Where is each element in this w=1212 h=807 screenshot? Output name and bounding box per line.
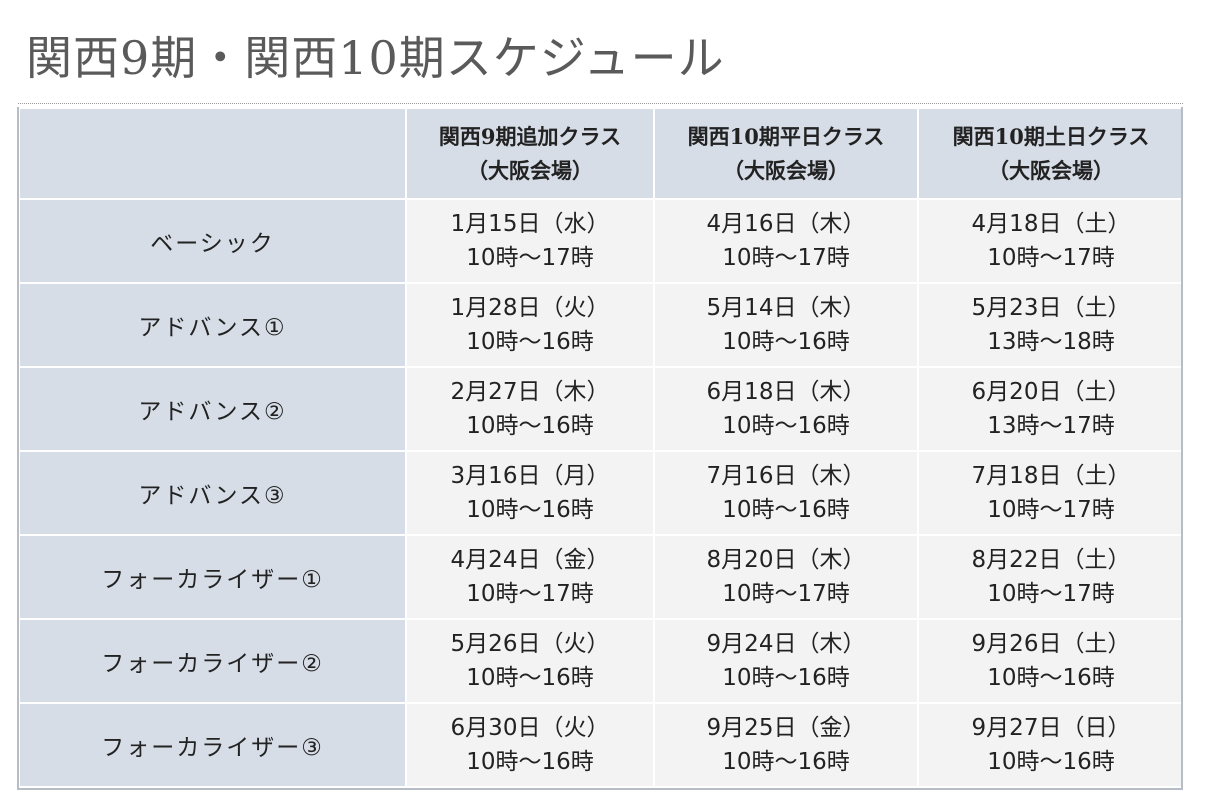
session-time: 10時～17時 — [722, 581, 850, 607]
session-time: 10時～16時 — [466, 329, 594, 355]
session-date: 8月20日（木） — [706, 547, 866, 573]
session-time: 10時～16時 — [466, 497, 594, 523]
session-date: 9月27日（日） — [971, 715, 1131, 741]
row-label: アドバンス③ — [18, 450, 407, 536]
session-date: 5月26日（火） — [450, 631, 610, 657]
session-date: 4月16日（木） — [706, 211, 866, 237]
row-label: アドバンス① — [18, 282, 407, 368]
session-date: 3月16日（月） — [450, 463, 610, 489]
schedule-cell: 8月22日（土） 10時～17時 — [917, 534, 1185, 620]
column-header-title: 関西10期土日クラス — [952, 123, 1150, 149]
schedule-table: 関西9期追加クラス （大阪会場） 関西10期平日クラス （大阪会場） 関西10期… — [18, 107, 1185, 788]
table-frame-left — [17, 107, 19, 790]
row-label: フォーカライザー① — [18, 534, 407, 620]
table-row: アドバンス② 2月27日（木） 10時～16時 6月18日（木） 10時～16時 6月20… — [18, 366, 1185, 452]
session-date: 4月18日（土） — [971, 211, 1131, 237]
schedule-cell: 6月20日（土） 13時～17時 — [917, 366, 1185, 452]
row-label: フォーカライザー③ — [18, 702, 407, 788]
schedule-cell: 6月18日（木） 10時～16時 — [653, 366, 919, 452]
session-time: 10時～17時 — [987, 245, 1115, 271]
session-date: 5月23日（土） — [971, 295, 1131, 321]
page-title: 関西9期・関西10期スケジュール — [26, 31, 725, 85]
session-time: 10時～16時 — [722, 413, 850, 439]
session-date: 6月20日（土） — [971, 379, 1131, 405]
column-header-venue: （大阪会場） — [723, 157, 849, 183]
schedule-cell: 6月30日（火） 10時～16時 — [405, 702, 655, 788]
table-row: ベーシック 1月15日（水） 10時～17時 4月16日（木） 10時～17時 4月18日… — [18, 198, 1185, 284]
schedule-cell: 4月18日（土） 10時～17時 — [917, 198, 1185, 284]
row-label: フォーカライザー② — [18, 618, 407, 704]
schedule-cell: 9月26日（土） 10時～16時 — [917, 618, 1185, 704]
header-row: 関西9期追加クラス （大阪会場） 関西10期平日クラス （大阪会場） 関西10期… — [18, 107, 1185, 200]
session-time: 10時～17時 — [466, 581, 594, 607]
table-row: フォーカライザー② 5月26日（火） 10時～16時 9月24日（木） 10時～16時 9… — [18, 618, 1185, 704]
schedule-cell: 7月18日（土） 10時～17時 — [917, 450, 1185, 536]
session-date: 7月18日（土） — [971, 463, 1131, 489]
title-divider — [18, 103, 1183, 104]
table-row: アドバンス① 1月28日（火） 10時～16時 5月14日（木） 10時～16時 5月23… — [18, 282, 1185, 368]
session-date: 5月14日（木） — [706, 295, 866, 321]
row-label: ベーシック — [18, 198, 407, 284]
session-time: 10時～16時 — [722, 497, 850, 523]
column-header-venue: （大阪会場） — [988, 157, 1114, 183]
schedule-cell: 7月16日（木） 10時～16時 — [653, 450, 919, 536]
schedule-cell: 5月23日（土） 13時～18時 — [917, 282, 1185, 368]
session-date: 6月18日（木） — [706, 379, 866, 405]
session-time: 13時～17時 — [987, 413, 1115, 439]
session-time: 10時～17時 — [987, 497, 1115, 523]
schedule-cell: 2月27日（木） 10時～16時 — [405, 366, 655, 452]
session-date: 9月26日（土） — [971, 631, 1131, 657]
session-time: 10時～16時 — [722, 329, 850, 355]
column-header-title: 関西10期平日クラス — [687, 123, 885, 149]
session-time: 10時～16時 — [722, 665, 850, 691]
schedule-cell: 4月16日（木） 10時～17時 — [653, 198, 919, 284]
session-time: 13時～18時 — [987, 329, 1115, 355]
table-frame-right — [1181, 107, 1183, 790]
session-date: 6月30日（火） — [450, 715, 610, 741]
column-header-kansai10-weekend: 関西10期土日クラス （大阪会場） — [917, 107, 1185, 200]
table-row: アドバンス③ 3月16日（月） 10時～16時 7月16日（木） 10時～16時 7月18… — [18, 450, 1185, 536]
session-time: 10時～16時 — [722, 749, 850, 775]
schedule-cell: 4月24日（金） 10時～17時 — [405, 534, 655, 620]
session-time: 10時～16時 — [466, 665, 594, 691]
column-header-kansai9-additional: 関西9期追加クラス （大阪会場） — [405, 107, 655, 200]
schedule-cell: 3月16日（月） 10時～16時 — [405, 450, 655, 536]
table-row: フォーカライザー① 4月24日（金） 10時～17時 8月20日（木） 10時～17時 8… — [18, 534, 1185, 620]
session-time: 10時～16時 — [987, 749, 1115, 775]
schedule-cell: 1月28日（火） 10時～16時 — [405, 282, 655, 368]
session-date: 4月24日（金） — [450, 547, 610, 573]
schedule-body: ベーシック 1月15日（水） 10時～17時 4月16日（木） 10時～17時 4月18日… — [18, 198, 1185, 788]
session-date: 9月25日（金） — [706, 715, 866, 741]
schedule-cell: 9月24日（木） 10時～16時 — [653, 618, 919, 704]
column-header-venue: （大阪会場） — [467, 157, 593, 183]
session-time: 10時～17時 — [722, 245, 850, 271]
table-row: フォーカライザー③ 6月30日（火） 10時～16時 9月25日（金） 10時～16時 9… — [18, 702, 1185, 788]
session-time: 10時～17時 — [987, 581, 1115, 607]
session-time: 10時～16時 — [466, 413, 594, 439]
schedule-cell: 1月15日（水） 10時～17時 — [405, 198, 655, 284]
session-time: 10時～16時 — [987, 665, 1115, 691]
session-time: 10時～16時 — [466, 749, 594, 775]
corner-cell — [18, 107, 407, 200]
schedule-cell: 9月27日（日） 10時～16時 — [917, 702, 1185, 788]
session-date: 1月15日（水） — [450, 211, 610, 237]
column-header-title: 関西9期追加クラス — [438, 123, 622, 149]
session-time: 10時～17時 — [466, 245, 594, 271]
session-date: 1月28日（火） — [450, 295, 610, 321]
schedule-cell: 5月14日（木） 10時～16時 — [653, 282, 919, 368]
schedule-cell: 9月25日（金） 10時～16時 — [653, 702, 919, 788]
schedule-cell: 5月26日（火） 10時～16時 — [405, 618, 655, 704]
session-date: 9月24日（木） — [706, 631, 866, 657]
session-date: 7月16日（木） — [706, 463, 866, 489]
session-date: 2月27日（木） — [450, 379, 610, 405]
schedule-cell: 8月20日（木） 10時～17時 — [653, 534, 919, 620]
column-header-kansai10-weekday: 関西10期平日クラス （大阪会場） — [653, 107, 919, 200]
row-label: アドバンス② — [18, 366, 407, 452]
table-frame-bottom — [17, 788, 1183, 790]
session-date: 8月22日（土） — [971, 547, 1131, 573]
